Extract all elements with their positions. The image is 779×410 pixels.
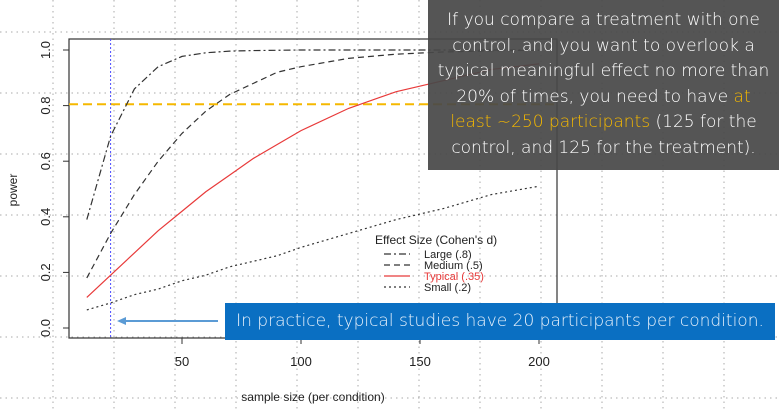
y-tick-label: 1.0 [38,41,53,59]
y-tick-label: 0.6 [38,152,53,170]
x-axis-label: sample size (per condition) [241,390,384,404]
series-line-medium [86,49,540,279]
x-tick-label: 100 [290,354,312,369]
callout-box: If you compare a treatment with one cont… [428,0,779,170]
practice-banner: In practice, typical studies have 20 par… [225,303,775,340]
legend-label: Typical (.35) [424,271,484,283]
legend-label: Large (.8) [424,249,472,261]
y-tick-label: 0.4 [38,208,53,226]
arrow-head-icon [117,317,126,325]
series-line-small [86,185,540,311]
x-tick-label: 200 [528,354,550,369]
x-tick-label: 150 [409,354,431,369]
y-tick-label: 0.8 [38,97,53,115]
callout-highlight: at least ~250 participants [450,86,751,133]
callout-text-end: (125 for the control, and 125 for the tr… [451,112,757,158]
series-line-large [86,49,539,220]
y-tick-label: 0.2 [38,263,53,281]
y-axis-label: power [6,174,20,207]
series-line-typical [86,63,540,298]
x-tick-label: 50 [175,354,189,369]
legend-label: Small (.2) [424,282,471,294]
legend-title: Effect Size (Cohen's d) [375,233,497,247]
legend-label: Medium (.5) [424,260,483,272]
callout-text: If you compare a treatment with one cont… [437,10,770,107]
y-tick-label: 0.0 [38,319,53,337]
